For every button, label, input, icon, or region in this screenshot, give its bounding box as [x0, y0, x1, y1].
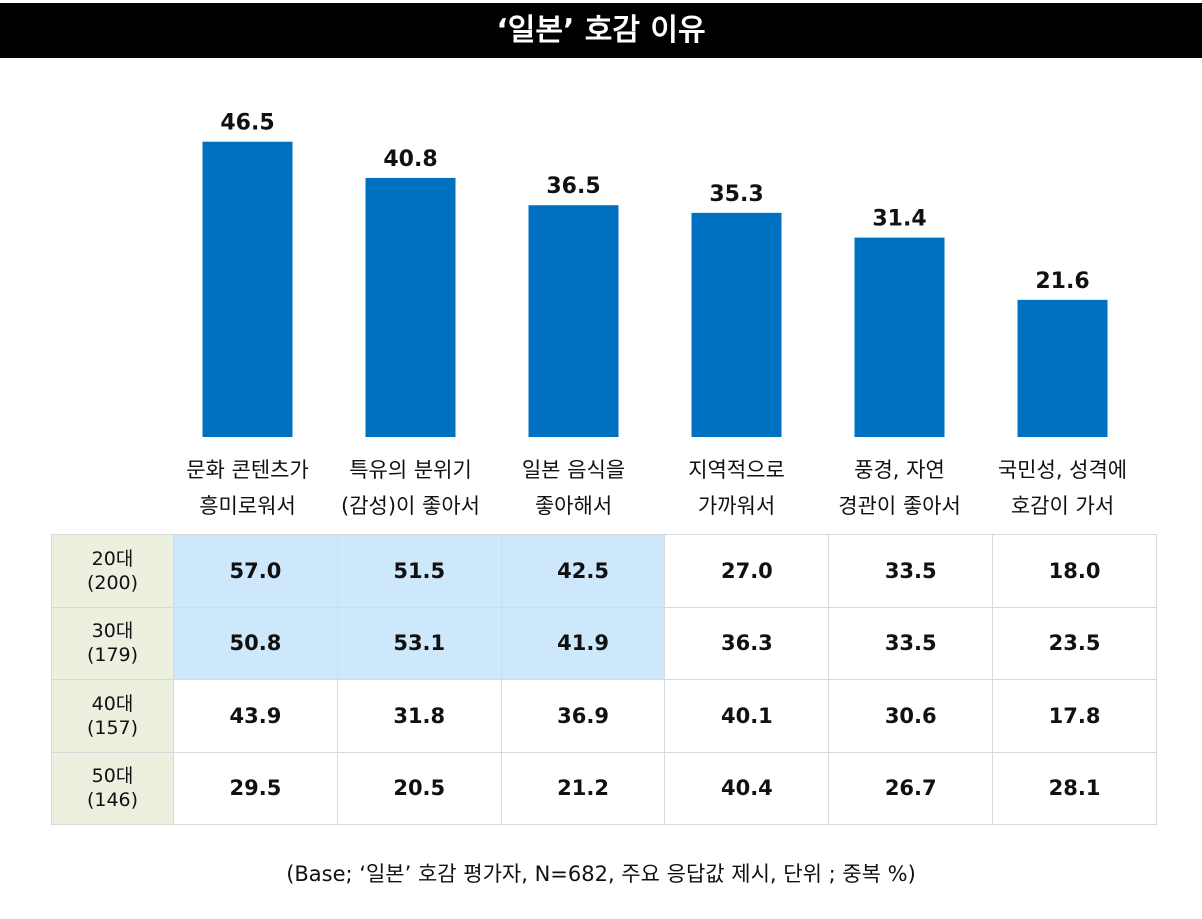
- footnote: (Base; ‘일본’ 호감 평가자, N=682, 주요 응답값 제시, 단위…: [286, 862, 916, 886]
- table-cell: 40.1: [664, 679, 830, 753]
- table-cell: 51.5: [336, 534, 502, 608]
- table-cell: 53.1: [336, 606, 502, 680]
- bar-1: [202, 141, 293, 437]
- row-header-line: 40대: [91, 692, 134, 715]
- category-label-line: 국민성, 성격에: [997, 458, 1128, 482]
- table-cell: 41.9: [500, 606, 666, 680]
- bar-value-label: 35.3: [709, 182, 763, 207]
- category-label-line: 호감이 가서: [1010, 494, 1115, 518]
- row-header: 40대 (157): [51, 679, 174, 753]
- table-cell: 17.8: [992, 679, 1157, 753]
- bar-value-label: 31.4: [872, 207, 926, 232]
- category-label-line: 특유의 분위기: [349, 458, 472, 482]
- table-cell: 43.9: [173, 679, 338, 753]
- row-header-line: (179): [86, 644, 139, 667]
- category-label-line: 일본 음식을: [521, 458, 626, 482]
- row-header: 50대 (146): [51, 751, 174, 825]
- category-label: 특유의 분위기 (감성)이 좋아서: [330, 452, 492, 524]
- category-label-line: 경관이 좋아서: [838, 494, 961, 518]
- table-row: 30대 (179) 50.8 53.1 41.9 36.3 33.5 23.5: [51, 606, 1157, 680]
- category-label-line: 풍경, 자연: [854, 458, 945, 482]
- category-label-line: 문화 콘텐츠가: [186, 458, 309, 482]
- table-cell: 27.0: [664, 534, 830, 608]
- table-cell: 36.9: [500, 679, 666, 753]
- bar-value-label: 36.5: [546, 174, 600, 199]
- table-cell: 21.2: [500, 751, 666, 825]
- table-cell: 28.1: [992, 751, 1157, 825]
- bar-5: [854, 237, 945, 437]
- row-header-line: 20대: [91, 547, 134, 570]
- chart-title: ‘일본’ 호감 이유: [0, 3, 1202, 58]
- table-cell: 50.8: [173, 606, 338, 680]
- bar-value-label: 46.5: [220, 111, 274, 136]
- bar-6: [1017, 299, 1108, 437]
- table-row: 40대 (157) 43.9 31.8 36.9 40.1 30.6 17.8: [51, 679, 1157, 753]
- table-cell: 29.5: [173, 751, 338, 825]
- category-label-line: 흥미로워서: [199, 494, 296, 518]
- table-cell: 42.5: [500, 534, 666, 608]
- bar-4: [691, 212, 782, 437]
- category-label-line: 지역적으로: [688, 458, 785, 482]
- table-cell: 57.0: [173, 534, 338, 608]
- table-cell: 36.3: [664, 606, 830, 680]
- row-header-line: 30대: [91, 620, 134, 643]
- table-cell: 33.5: [828, 606, 994, 680]
- row-header-line: (200): [86, 571, 139, 594]
- row-header-line: (146): [86, 789, 139, 812]
- table-cell: 40.4: [664, 751, 830, 825]
- table-cell: 23.5: [992, 606, 1157, 680]
- bar-2: [365, 177, 456, 438]
- table-cell: 30.6: [828, 679, 994, 753]
- table-row: 50대 (146) 29.5 20.5 21.2 40.4 26.7 28.1: [51, 751, 1157, 825]
- bar-value-label: 21.6: [1035, 269, 1089, 294]
- row-header: 30대 (179): [51, 606, 174, 680]
- row-header-line: (157): [86, 716, 139, 739]
- bar-value-label: 40.8: [383, 147, 437, 172]
- category-label-line: 좋아해서: [534, 494, 613, 518]
- bar-chart: 46.5 40.8 36.5 35.3 31.4 21.6: [202, 111, 1108, 438]
- table-row: 20대 (200) 57.0 51.5 42.5 27.0 33.5 18.0: [51, 534, 1157, 608]
- table-cell: 18.0: [992, 534, 1157, 608]
- row-header-line: 50대: [91, 765, 134, 788]
- table-cell: 31.8: [336, 679, 502, 753]
- category-label-line: 가까워서: [697, 494, 776, 518]
- table-cell: 33.5: [828, 534, 994, 608]
- table-cell: 20.5: [336, 751, 502, 825]
- category-label-line: (감성)이 좋아서: [341, 494, 480, 518]
- bar-3: [528, 205, 619, 437]
- row-header: 20대 (200): [51, 534, 174, 608]
- table-cell: 26.7: [828, 751, 994, 825]
- age-breakdown-table: 20대 (200) 57.0 51.5 42.5 27.0 33.5 18.0 30대 (179)…: [51, 534, 1157, 825]
